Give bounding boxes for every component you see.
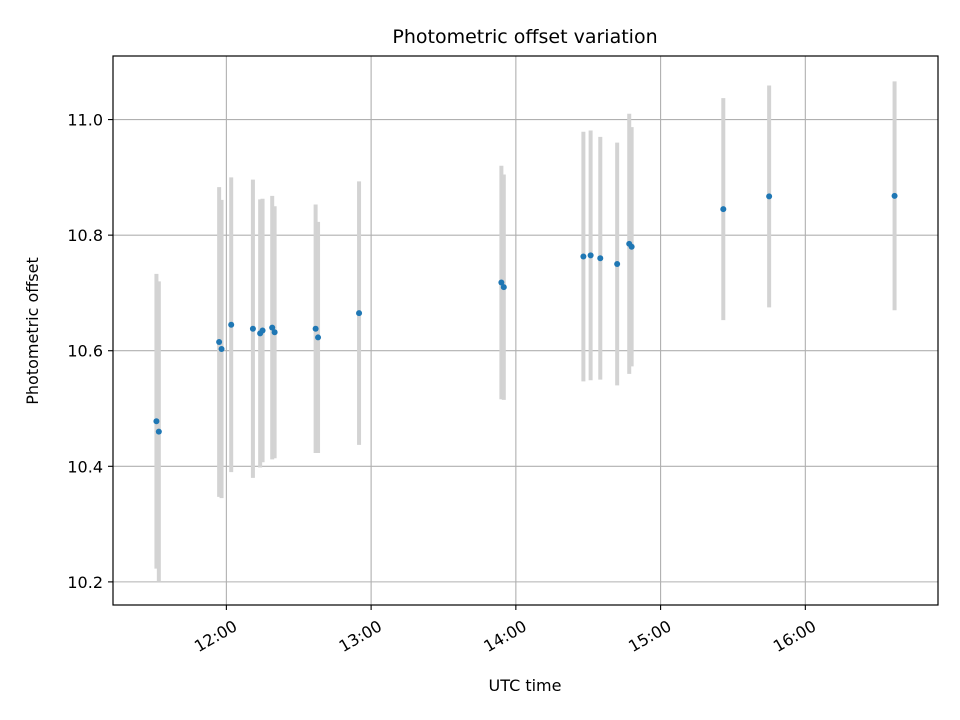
data-point	[269, 324, 276, 331]
data-point	[218, 345, 225, 352]
y-tick-label: 11.0	[67, 111, 103, 130]
data-points	[153, 192, 898, 435]
y-tick-label: 10.6	[67, 342, 103, 361]
x-axis-title: UTC time	[489, 676, 562, 695]
data-point	[587, 252, 594, 259]
data-point	[315, 334, 322, 341]
y-axis-title: Photometric offset	[23, 257, 42, 405]
data-point	[580, 253, 587, 260]
data-point	[271, 329, 278, 336]
y-tick-label: 10.4	[67, 457, 103, 476]
data-point	[614, 261, 621, 268]
data-point	[597, 255, 604, 262]
data-point	[216, 339, 223, 346]
data-point	[259, 327, 266, 334]
data-point	[155, 428, 162, 435]
data-point	[500, 284, 507, 291]
data-point	[153, 418, 160, 425]
data-point	[891, 192, 898, 199]
data-point	[628, 243, 635, 250]
data-point	[498, 279, 505, 286]
y-axis: 10.2 10.4 10.6 10.8 11.0	[67, 111, 113, 592]
data-point	[720, 206, 727, 213]
plot-frame	[112, 55, 939, 606]
grid	[113, 56, 938, 605]
data-point	[312, 325, 319, 332]
data-point	[766, 193, 773, 200]
data-point	[228, 321, 235, 328]
data-point	[249, 325, 256, 332]
y-tick-label: 10.8	[67, 226, 103, 245]
data-point	[356, 310, 363, 317]
chart-title: Photometric offset variation	[392, 26, 657, 48]
y-tick-label: 10.2	[67, 573, 103, 592]
